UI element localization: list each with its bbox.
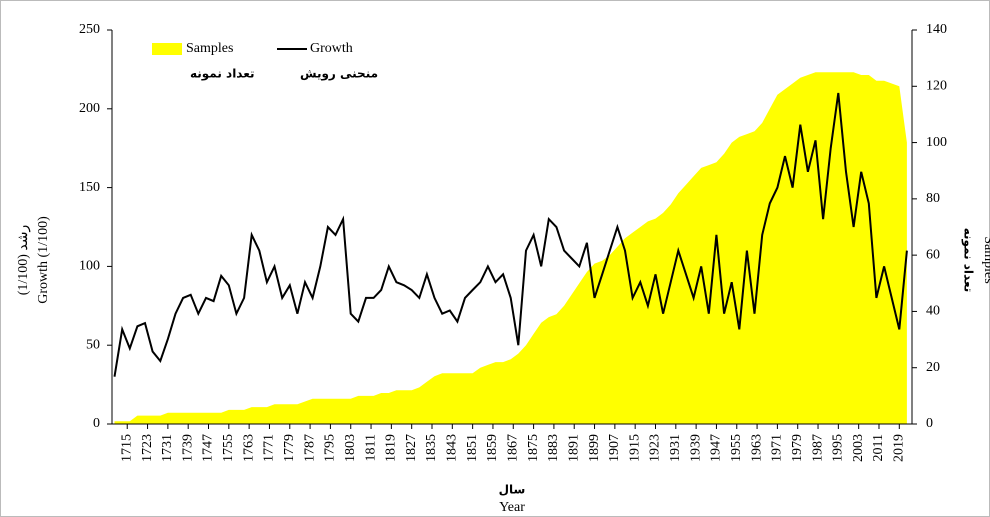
y-axis-title: Growth (1/100) <box>36 216 51 304</box>
x-tick-label: 1923 <box>648 434 663 462</box>
x-tick-label: 1915 <box>627 434 642 462</box>
x-tick-label: 1851 <box>465 434 480 462</box>
y2-axis-title: Samples <box>981 236 990 283</box>
x-tick-label: 1723 <box>140 434 155 462</box>
y2-tick-label: 100 <box>926 135 947 150</box>
x-tick-label: 1827 <box>404 434 419 462</box>
x-tick-label: 1995 <box>831 434 846 462</box>
y-tick-label: 250 <box>79 22 100 37</box>
x-tick-label: 1947 <box>709 434 724 462</box>
x-tick-label: 1963 <box>749 434 764 462</box>
y2-tick-label: 40 <box>926 304 940 319</box>
x-tick-label: 1883 <box>546 434 561 462</box>
x-tick-label: 1787 <box>302 434 317 462</box>
x-axis-title: سال <box>499 483 526 497</box>
y-tick-label: 100 <box>79 259 100 274</box>
x-tick-label: 1979 <box>790 434 805 462</box>
y2-tick-label: 20 <box>926 360 940 375</box>
x-tick-label: 1931 <box>668 434 683 462</box>
x-tick-label: 1803 <box>343 434 358 462</box>
x-tick-label: 1755 <box>221 434 236 462</box>
x-axis-title: Year <box>499 500 525 515</box>
x-tick-label: 1763 <box>241 434 256 462</box>
y-tick-label: 200 <box>79 101 100 116</box>
legend-swatch <box>152 43 182 55</box>
x-tick-label: 1811 <box>363 434 378 461</box>
x-tick-label: 1835 <box>424 434 439 462</box>
x-tick-label: 1899 <box>587 434 602 462</box>
x-tick-label: 1939 <box>688 434 703 462</box>
y2-axis-title: تعداد نمونه <box>961 228 976 293</box>
x-tick-label: 2019 <box>892 434 907 462</box>
x-tick-label: 1843 <box>445 434 460 462</box>
y2-tick-label: 80 <box>926 191 940 206</box>
x-tick-label: 1715 <box>119 434 134 462</box>
y2-tick-label: 140 <box>926 22 947 37</box>
x-tick-label: 1795 <box>323 434 338 462</box>
x-tick-label: 1731 <box>160 434 175 462</box>
x-tick-label: 1971 <box>770 434 785 462</box>
y2-tick-label: 0 <box>926 416 933 431</box>
area <box>114 72 907 424</box>
x-tick-label: 1907 <box>607 434 622 462</box>
legend-label: Samples <box>186 41 233 56</box>
x-tick-label: 1819 <box>384 434 399 462</box>
x-tick-label: 1955 <box>729 434 744 462</box>
y-tick-label: 0 <box>93 416 100 431</box>
x-tick-label: 1891 <box>566 434 581 462</box>
y2-tick-label: 120 <box>926 79 947 94</box>
x-tick-label: 1771 <box>262 434 277 462</box>
x-tick-label: 1867 <box>505 434 520 462</box>
legend-label: Growth <box>310 41 353 56</box>
x-tick-label: 2003 <box>851 434 866 462</box>
x-tick-label: 1859 <box>485 434 500 462</box>
legend-label-fa: تعداد نمونه <box>190 67 255 82</box>
x-tick-label: 1739 <box>180 434 195 462</box>
legend-label-fa: منحنی رویش <box>300 67 378 82</box>
y-tick-label: 150 <box>79 180 100 195</box>
x-tick-label: 1875 <box>526 434 541 462</box>
y-tick-label: 50 <box>86 337 100 352</box>
x-tick-label: 1987 <box>810 434 825 462</box>
y-axis-title: رشد (1/100) <box>16 225 31 296</box>
x-tick-label: 1747 <box>201 434 216 462</box>
y2-tick-label: 60 <box>926 247 940 262</box>
x-tick-label: 1779 <box>282 434 297 462</box>
x-tick-label: 2011 <box>871 434 886 461</box>
line <box>113 92 908 377</box>
